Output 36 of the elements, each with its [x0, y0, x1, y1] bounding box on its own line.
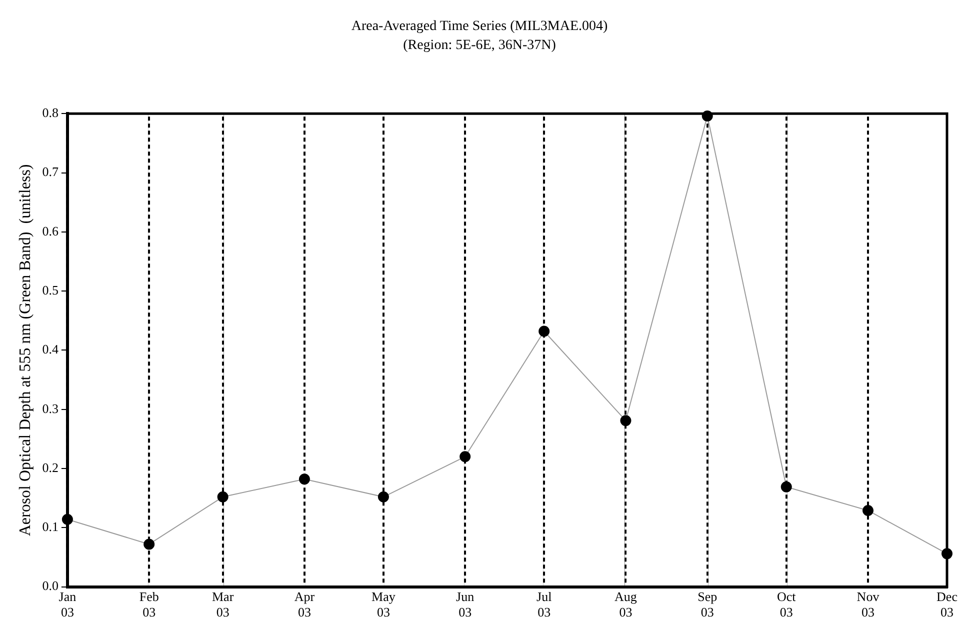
point — [862, 504, 874, 516]
y-tick-label: 0.6 — [42, 223, 59, 238]
point — [538, 326, 550, 337]
y-tick-label: 0.4 — [42, 342, 59, 357]
x-tick-label: Nov 03 — [856, 589, 880, 620]
point — [298, 474, 310, 485]
point — [144, 538, 155, 550]
x-tick-label: Mar 03 — [212, 589, 234, 620]
chart-subtitle: (Region: 5E-6E, 36N-37N) — [403, 38, 556, 53]
point — [378, 491, 389, 502]
chart-title: Area-Averaged Time Series (MIL3MAE.004) — [351, 19, 608, 34]
y-tick-label: 0.7 — [42, 164, 59, 180]
y-tick-label: 0.1 — [42, 519, 58, 534]
x-tick-label: Jan 03 — [58, 589, 77, 620]
x-tick-label: Oct 03 — [776, 589, 796, 620]
y-tick-label: 0.0 — [42, 578, 58, 594]
point — [217, 491, 228, 502]
x-tick-label: Apr 03 — [294, 589, 316, 620]
point — [62, 514, 73, 525]
x-tick-label: Feb 03 — [139, 589, 159, 620]
x-tick-label: May 03 — [372, 589, 396, 620]
y-tick-label: 0.5 — [42, 282, 58, 298]
point — [780, 481, 792, 492]
y-tick-label: 0.8 — [42, 105, 58, 120]
point — [460, 451, 471, 462]
x-tick-label: Dec 03 — [936, 589, 958, 620]
x-tick-label: Jun 03 — [456, 589, 475, 620]
point — [620, 415, 632, 426]
x-tick-label: Jul 03 — [536, 589, 552, 620]
point — [702, 110, 713, 122]
x-tick-label: Sep 03 — [698, 589, 718, 620]
y-tick-label: 0.3 — [42, 400, 58, 416]
y-tick-label: 0.2 — [42, 460, 58, 475]
point — [942, 548, 952, 560]
y-axis-title: Aerosol Optical Depth at 555 nm (Green Band) (unitless) — [16, 164, 34, 536]
x-tick-label: Aug 03 — [614, 589, 638, 620]
